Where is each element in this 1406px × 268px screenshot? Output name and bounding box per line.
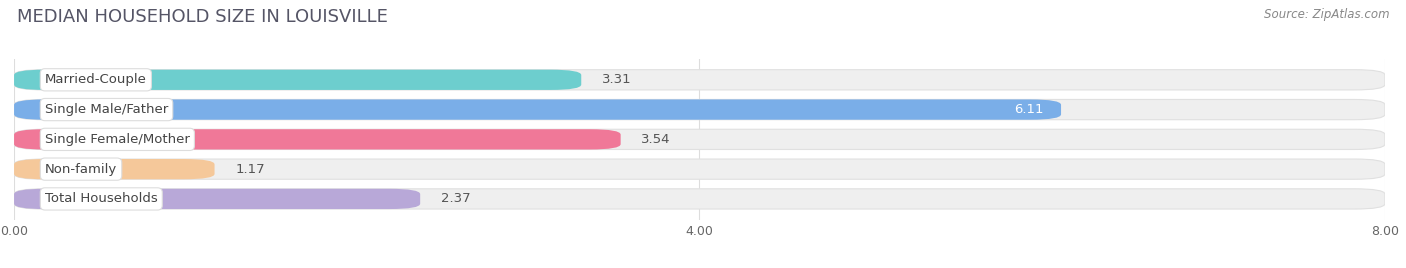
Text: Single Female/Mother: Single Female/Mother	[45, 133, 190, 146]
Text: Single Male/Father: Single Male/Father	[45, 103, 169, 116]
Text: 2.37: 2.37	[440, 192, 471, 205]
FancyBboxPatch shape	[14, 70, 581, 90]
FancyBboxPatch shape	[14, 99, 1062, 120]
FancyBboxPatch shape	[14, 189, 1385, 209]
Text: 3.31: 3.31	[602, 73, 631, 86]
FancyBboxPatch shape	[14, 99, 1385, 120]
FancyBboxPatch shape	[14, 159, 215, 179]
Text: Married-Couple: Married-Couple	[45, 73, 146, 86]
FancyBboxPatch shape	[14, 159, 1385, 179]
Text: 6.11: 6.11	[1014, 103, 1043, 116]
Text: 3.54: 3.54	[641, 133, 671, 146]
Text: 1.17: 1.17	[235, 163, 264, 176]
FancyBboxPatch shape	[14, 129, 620, 150]
FancyBboxPatch shape	[14, 129, 1385, 150]
FancyBboxPatch shape	[14, 189, 420, 209]
Text: MEDIAN HOUSEHOLD SIZE IN LOUISVILLE: MEDIAN HOUSEHOLD SIZE IN LOUISVILLE	[17, 8, 388, 26]
FancyBboxPatch shape	[14, 70, 1385, 90]
Text: Non-family: Non-family	[45, 163, 117, 176]
Text: Source: ZipAtlas.com: Source: ZipAtlas.com	[1264, 8, 1389, 21]
Text: Total Households: Total Households	[45, 192, 157, 205]
